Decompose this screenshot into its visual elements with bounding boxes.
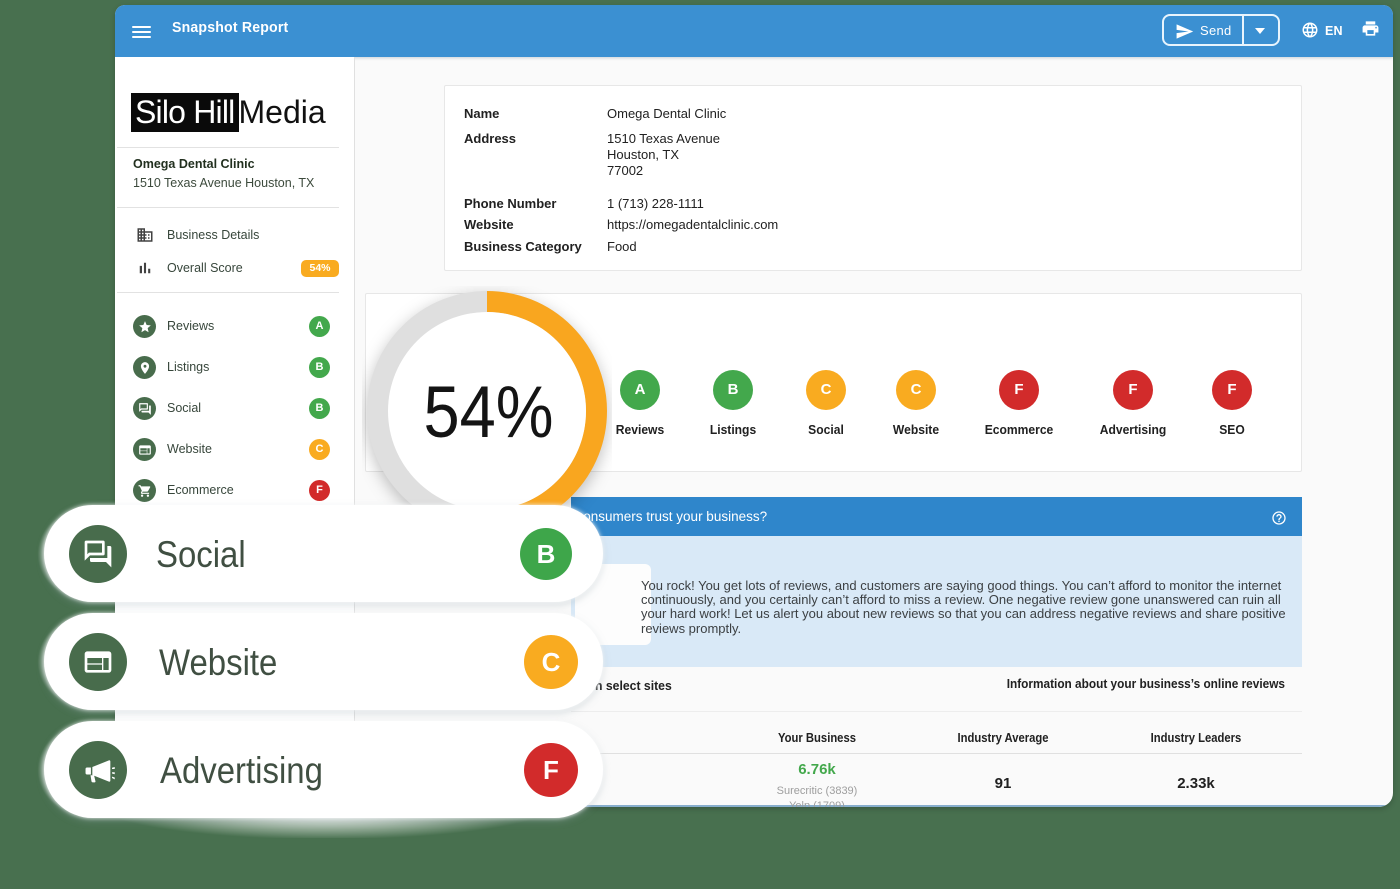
- svg-text:54%: 54%: [424, 372, 554, 453]
